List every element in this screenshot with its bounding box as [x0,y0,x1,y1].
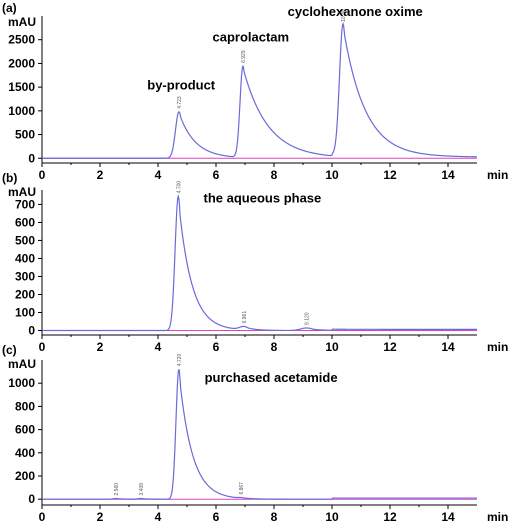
y-tick-label: 200 [15,469,35,483]
y-axis-label: mAU [8,185,36,199]
chromatogram-trace [42,21,478,159]
y-tick-label: 500 [15,233,35,247]
peak-annotation: cyclohexanone oxime [288,4,423,19]
x-tick-label: 12 [383,168,397,182]
x-tick-label: 4 [155,340,162,354]
x-tick-label: 4 [155,510,162,524]
y-tick-label: 1000 [8,376,35,390]
x-tick-label: 2 [97,510,104,524]
chromatogram-trace [42,369,477,500]
y-tick-label: 1500 [8,80,35,94]
peak-annotation: the aqueous phase [204,191,322,206]
retention-time-label: 4.700 [176,181,182,194]
y-tick-label: 100 [15,305,35,319]
peak-annotation: by-product [147,78,216,93]
y-tick-label: 2000 [8,56,35,70]
retention-time-label: 6.961 [242,311,248,324]
x-tick-label: 6 [213,510,220,524]
y-tick-label: 600 [15,215,35,229]
y-tick-label: 0 [28,151,35,165]
x-axis-label: min [487,510,508,524]
x-tick-label: 2 [97,168,104,182]
x-tick-label: 8 [271,340,278,354]
x-tick-label: 6 [213,168,220,182]
y-tick-label: 2500 [8,33,35,47]
x-tick-label: 12 [383,510,397,524]
x-tick-label: 0 [39,340,46,354]
y-tick-label: 0 [28,323,35,337]
y-tick-label: 800 [15,399,35,413]
retention-time-label: 2.560 [114,483,120,496]
y-tick-label: 400 [15,446,35,460]
x-tick-label: 10 [325,168,339,182]
x-tick-label: 0 [39,168,46,182]
x-tick-label: 14 [441,510,455,524]
y-tick-label: 700 [15,197,35,211]
chart-panel-1: (a)mAU 0 2 4 6 8 10 12 14 min 0 500 1000 1500 2000 2500… [2,1,508,182]
peak-annotation: purchased acetamide [205,370,338,385]
x-tick-label: 8 [271,168,278,182]
x-tick-label: 8 [271,510,278,524]
retention-time-label: 3.409 [139,483,145,496]
retention-time-label: 10.38 [341,9,347,22]
y-tick-label: 600 [15,423,35,437]
x-tick-label: 6 [213,340,220,354]
retention-time-label: 4.720 [177,354,183,367]
retention-time-label: 6.867 [239,482,245,495]
x-tick-label: 10 [325,510,339,524]
x-tick-label: 12 [383,340,397,354]
x-tick-label: 4 [155,168,162,182]
retention-time-label: 6.929 [241,50,247,63]
y-tick-label: 400 [15,251,35,265]
x-tick-label: 14 [441,168,455,182]
x-tick-label: 10 [325,340,339,354]
y-tick-label: 0 [28,492,35,506]
retention-time-label: 9.120 [304,312,310,325]
x-tick-label: 14 [441,340,455,354]
y-axis-label: mAU [8,15,36,29]
y-tick-label: 300 [15,269,35,283]
panel-label: (c) [2,343,17,357]
x-axis-label: min [487,168,508,182]
y-axis-label: mAU [8,357,36,371]
panel-label: (b) [2,171,17,185]
panel-label: (a) [2,1,17,15]
x-tick-label: 0 [39,510,46,524]
x-axis-label: min [487,340,508,354]
x-tick-label: 2 [97,340,104,354]
chromatogram-trace [42,193,477,332]
y-tick-label: 200 [15,287,35,301]
peak-annotation: caprolactam [213,30,290,45]
y-tick-label: 1000 [8,104,35,118]
retention-time-label: 4.723 [177,96,183,109]
y-tick-label: 500 [15,128,35,142]
